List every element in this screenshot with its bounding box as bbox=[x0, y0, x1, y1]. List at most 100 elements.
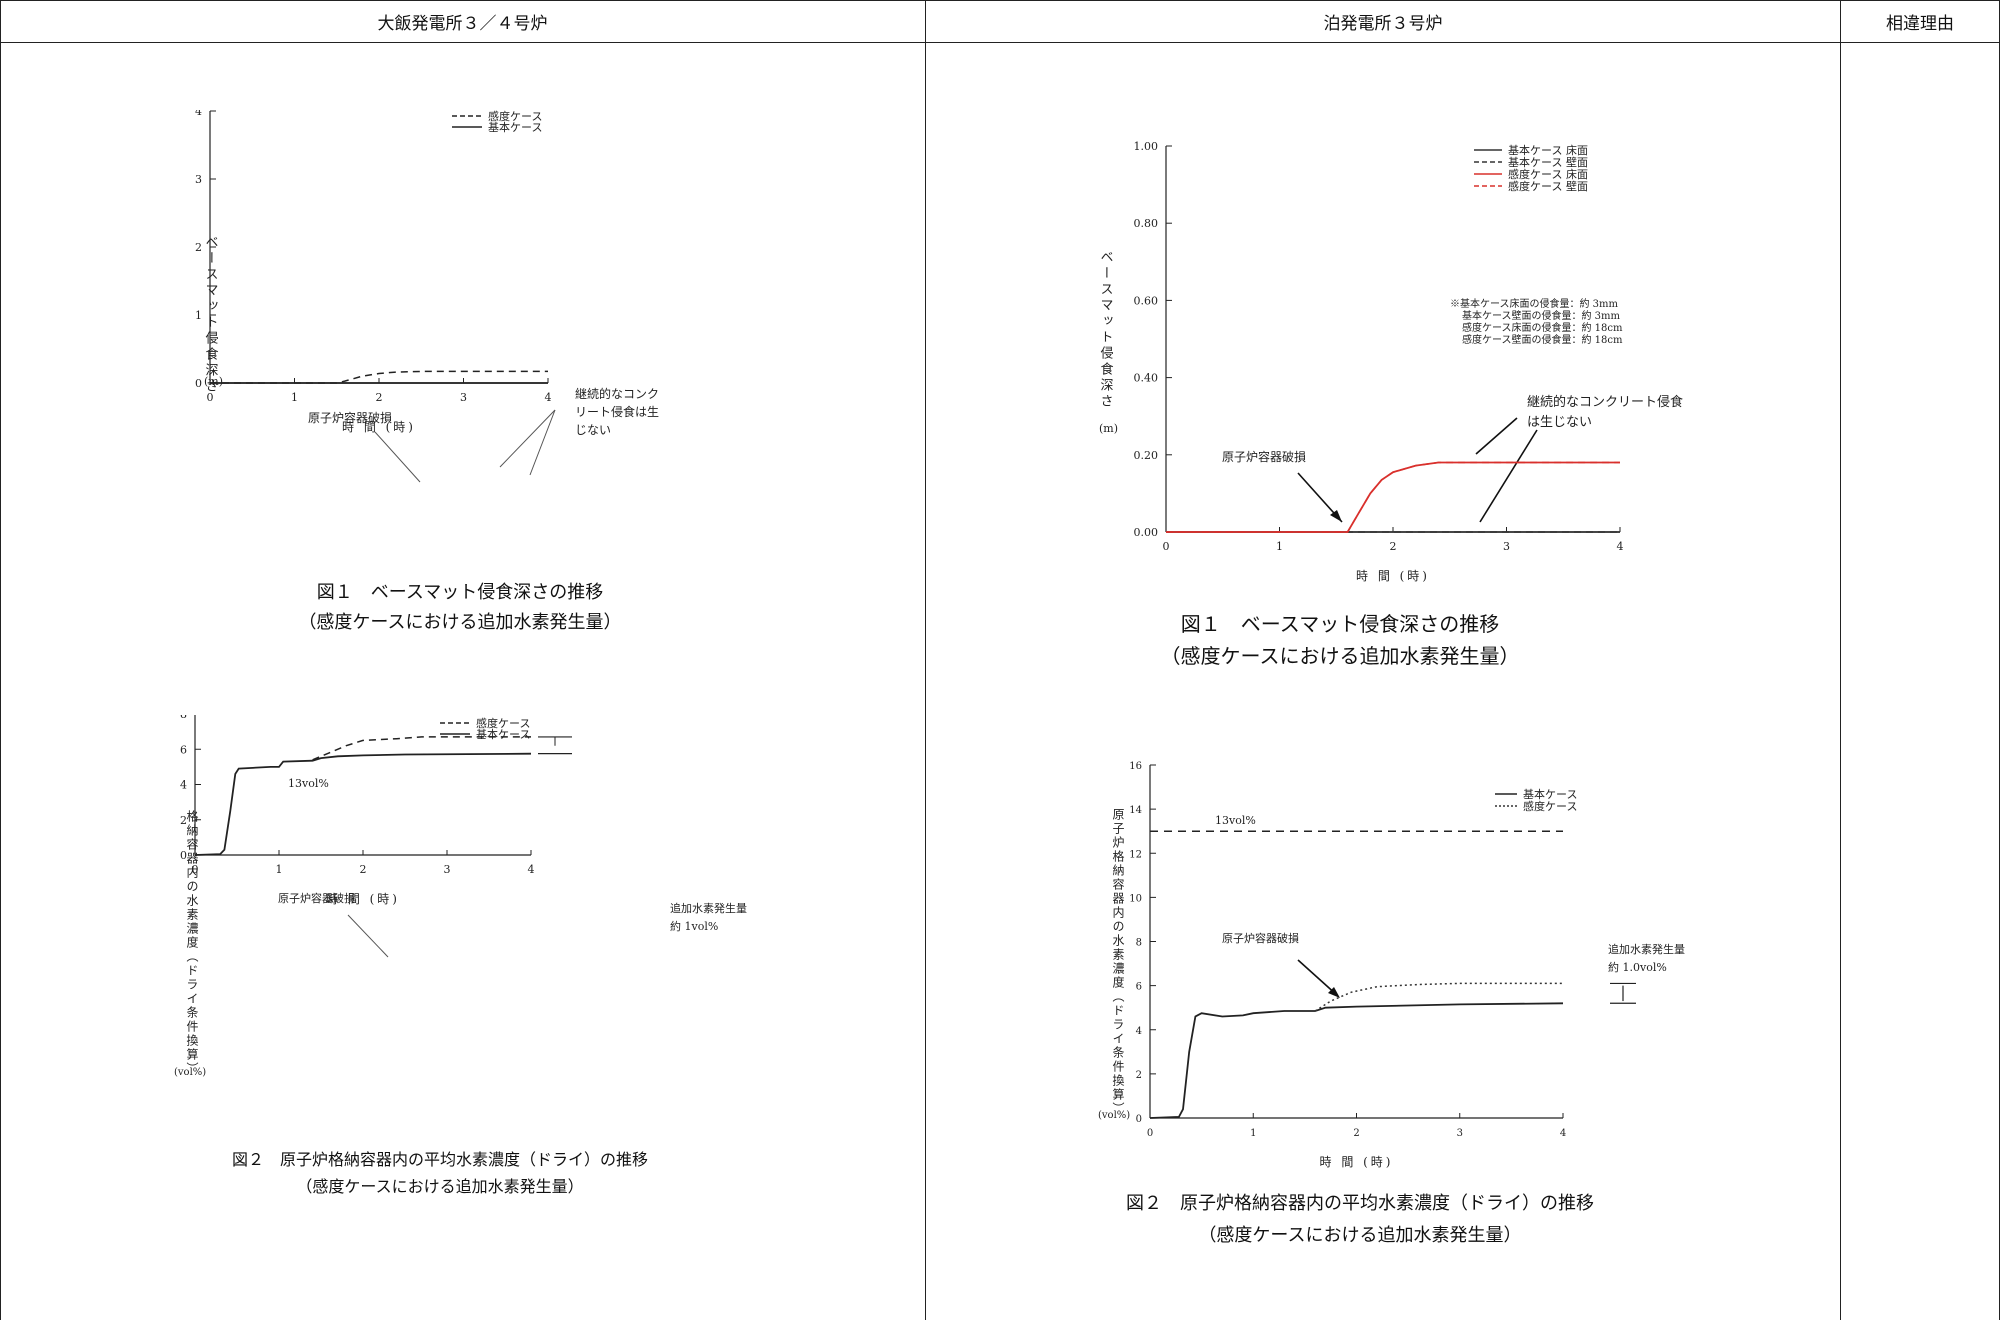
tomari-fig1-annot-failure: 原子炉容器破損 bbox=[1222, 449, 1306, 464]
ohi-fig1-xtick-label: 2 bbox=[376, 391, 383, 404]
table-col-divider-2 bbox=[1840, 0, 1841, 1320]
ohi-fig1-ytick-label: 3 bbox=[195, 173, 202, 186]
ohi-fig1-xtick-label: 3 bbox=[460, 391, 467, 404]
ohi-fig2-xtick-label: 0 bbox=[192, 863, 199, 876]
tomari-fig1-annot-erosion-1: 継続的なコンクリート侵食 bbox=[1527, 394, 1683, 410]
tomari-fig1-ytick-label: 0.00 bbox=[1134, 526, 1159, 539]
ohi-fig2-annot-add-1: 追加水素発生量 bbox=[670, 901, 747, 915]
ohi-fig1-panel: ベースマット侵食深さ (m) 原子炉容器破損 継続的なコンク リート侵食は生 じ… bbox=[160, 105, 760, 580]
tomari-fig2-ytick-label: 6 bbox=[1136, 982, 1142, 993]
ohi-fig1-annot-failure: 原子炉容器破損 bbox=[308, 410, 392, 425]
tomari-fig2-annot-add-2: 約 1.0vol% bbox=[1608, 960, 1667, 974]
tomari-fig1-panel: ベースマット侵食深さ (m) ※基本ケース床面の侵食量：約 3mm 基本ケース壁… bbox=[1080, 130, 1720, 600]
ohi-fig2-ytick-label: 8 bbox=[180, 715, 187, 721]
tomari-fig2-xtick-label: 4 bbox=[1560, 1128, 1566, 1139]
ohi-fig2-annot-add-2: 約 1vol% bbox=[670, 919, 718, 933]
tomari-fig1-xtick-label: 3 bbox=[1503, 540, 1510, 553]
tomari-fig1-caption-title: 図１ ベースマット侵食深さの推移 bbox=[1180, 612, 1500, 636]
ohi-fig1-caption: 図１ ベースマット侵食深さの推移 （感度ケースにおける追加水素発生量） bbox=[160, 578, 760, 638]
tomari-fig1-arrow-erosion-1 bbox=[1475, 417, 1518, 455]
ohi-fig1-arrow-erosion-1 bbox=[499, 409, 556, 468]
tomari-fig1-ylabel-unit: (m) bbox=[1099, 422, 1118, 435]
table-top-border bbox=[0, 0, 2000, 1]
ohi-fig1-annot-erosion-2: リート侵食は生 bbox=[575, 404, 659, 419]
tomari-fig1-ytick-label: 0.20 bbox=[1134, 449, 1159, 462]
ohi-fig2-panel: 格納容器内の水素濃度（ドライ条件換算） (vol%) 13vol% 原子炉容器破… bbox=[160, 567, 800, 1155]
tomari-fig2-legend-label: 基本ケース bbox=[1523, 787, 1577, 801]
ohi-fig2-ylabel-unit: (vol%) bbox=[174, 1067, 206, 1078]
tomari-fig1-xtick-label: 2 bbox=[1390, 540, 1397, 553]
ohi-fig1-caption-sub: （感度ケースにおける追加水素発生量） bbox=[298, 612, 622, 633]
tomari-fig1-note-3: 感度ケース床面の侵食量：約 18cm bbox=[1462, 321, 1623, 334]
tomari-fig1-ytick-label: 0.40 bbox=[1134, 372, 1159, 385]
ohi-fig1-xlabel: 時 間 (時) bbox=[342, 420, 416, 434]
ohi-fig1-series-感度ケース bbox=[210, 370, 548, 384]
tomari-fig1-ytick-label: 1.00 bbox=[1134, 140, 1159, 153]
ohi-fig2-xtick-label: 1 bbox=[276, 863, 283, 876]
ohi-fig2-xtick-label: 3 bbox=[444, 863, 451, 876]
tomari-fig1-chart: ベースマット侵食深さ (m) ※基本ケース床面の侵食量：約 3mm 基本ケース壁… bbox=[1098, 140, 1684, 583]
ohi-fig2-series-感度ケース bbox=[312, 736, 531, 761]
tomari-fig1-legend-label: 基本ケース 壁面 bbox=[1508, 155, 1588, 169]
tomari-fig2-ytick-label: 12 bbox=[1129, 849, 1142, 860]
ohi-fig2-legend-label: 感度ケース bbox=[476, 716, 530, 730]
tomari-fig1-note-2: 基本ケース壁面の侵食量：約 3mm bbox=[1462, 309, 1621, 322]
ohi-fig2-ytick-label: 2 bbox=[180, 814, 187, 827]
ohi-fig1-xtick-label: 1 bbox=[291, 391, 298, 404]
tomari-fig1-note-1: ※基本ケース床面の侵食量：約 3mm bbox=[1450, 297, 1619, 310]
tomari-fig2-xtick-label: 3 bbox=[1457, 1128, 1463, 1139]
ohi-fig1-caption-title: 図１ ベースマット侵食深さの推移 bbox=[316, 582, 604, 603]
tomari-fig2-xlabel: 時 間 (時) bbox=[1320, 1155, 1394, 1169]
ohi-fig2-xlabel: 時 間 (時) bbox=[326, 892, 400, 906]
tomari-fig2-panel: 原子炉格納容器内の水素濃度（ドライ条件換算） (vol%) 13vol% 原子炉… bbox=[1090, 750, 1690, 1190]
tomari-fig2-caption-title: 図２ 原子炉格納容器内の平均水素濃度（ドライ）の推移 bbox=[1126, 1193, 1594, 1214]
ohi-fig2-ytick-label: 4 bbox=[180, 779, 187, 792]
tomari-fig2-ytick-label: 14 bbox=[1129, 805, 1142, 816]
ohi-fig1-xtick-label: 0 bbox=[207, 391, 214, 404]
ohi-fig1-chart: ベースマット侵食深さ (m) 原子炉容器破損 継続的なコンク リート侵食は生 じ… bbox=[195, 105, 659, 483]
tomari-fig1-note-4: 感度ケース壁面の侵食量：約 18cm bbox=[1462, 333, 1623, 346]
ohi-fig1-legend-label: 感度ケース bbox=[488, 110, 542, 123]
tomari-fig1-series-感度ケース-壁面 bbox=[1166, 461, 1620, 533]
tomari-fig1-arrowhead-failure bbox=[1330, 510, 1342, 522]
header-reason: 相違理由 bbox=[1886, 13, 1954, 34]
tomari-fig1-annot-erosion-2: は生じない bbox=[1527, 415, 1592, 430]
tomari-fig2-ytick-label: 10 bbox=[1129, 893, 1142, 904]
ohi-fig1-ytick-label: 4 bbox=[195, 110, 202, 118]
ohi-fig2-ytick-label: 6 bbox=[180, 743, 187, 756]
tomari-fig1-xtick-label: 1 bbox=[1276, 540, 1283, 553]
tomari-fig2-ylabel: 原子炉格納容器内の水素濃度（ドライ条件換算） bbox=[1111, 808, 1125, 1116]
ohi-fig2-caption-title: 図２ 原子炉格納容器内の平均水素濃度（ドライ）の推移 bbox=[231, 1150, 648, 1169]
ohi-fig2-ytick-label: 0 bbox=[180, 849, 187, 862]
tomari-fig2-annot-add-1: 追加水素発生量 bbox=[1608, 942, 1685, 956]
tomari-fig2-ytick-label: 4 bbox=[1136, 1026, 1142, 1037]
ohi-fig2-arrow-failure bbox=[347, 914, 389, 958]
tomari-fig1-caption: 図１ ベースマット侵食深さの推移 （感度ケースにおける追加水素発生量） bbox=[1080, 608, 1600, 672]
header-ohi: 大飯発電所３／４号炉 bbox=[377, 13, 548, 34]
ohi-fig1-ylabel-unit: (m) bbox=[204, 375, 223, 388]
ohi-fig2-caption: 図２ 原子炉格納容器内の平均水素濃度（ドライ）の推移 （感度ケースにおける追加水… bbox=[160, 1148, 720, 1202]
ohi-fig1-xtick-label: 4 bbox=[545, 391, 552, 404]
ohi-fig1-annot-erosion-3: じない bbox=[575, 423, 611, 437]
ohi-fig1-annot-erosion-1: 継続的なコンク bbox=[575, 386, 659, 401]
ohi-fig1-ytick-label: 0 bbox=[195, 377, 202, 390]
tomari-fig2-xtick-label: 1 bbox=[1250, 1128, 1256, 1139]
tomari-fig1-legend-label: 感度ケース 壁面 bbox=[1508, 179, 1588, 193]
tomari-fig2-ylabel-unit: (vol%) bbox=[1098, 1110, 1130, 1121]
table-header-border bbox=[0, 42, 2000, 43]
tomari-fig2-ytick-label: 8 bbox=[1136, 938, 1142, 949]
ohi-fig1-arrow-failure bbox=[374, 431, 421, 483]
tomari-fig2-caption: 図２ 原子炉格納容器内の平均水素濃度（ドライ）の推移 （感度ケースにおける追加水… bbox=[1080, 1188, 1640, 1252]
tomari-fig1-legend-label: 基本ケース 床面 bbox=[1508, 143, 1588, 157]
tomari-fig2-xtick-label: 2 bbox=[1353, 1128, 1359, 1139]
ohi-fig2-ylabel: 格納容器内の水素濃度（ドライ条件換算） bbox=[185, 809, 199, 1076]
tomari-fig2-series-基本ケース bbox=[1149, 1002, 1564, 1119]
tomari-fig1-legend-label: 感度ケース 床面 bbox=[1508, 167, 1588, 181]
ohi-fig1-arrow-erosion-2 bbox=[529, 409, 556, 476]
tomari-fig1-xtick-label: 4 bbox=[1617, 540, 1624, 553]
ohi-fig2-series-基本ケース bbox=[194, 752, 532, 856]
tomari-fig2-annot-failure: 原子炉容器破損 bbox=[1222, 931, 1299, 945]
tomari-fig1-caption-sub: （感度ケースにおける追加水素発生量） bbox=[1160, 644, 1520, 668]
ohi-fig2-xtick-label: 4 bbox=[528, 863, 535, 876]
tomari-fig1-ytick-label: 0.60 bbox=[1134, 294, 1159, 307]
